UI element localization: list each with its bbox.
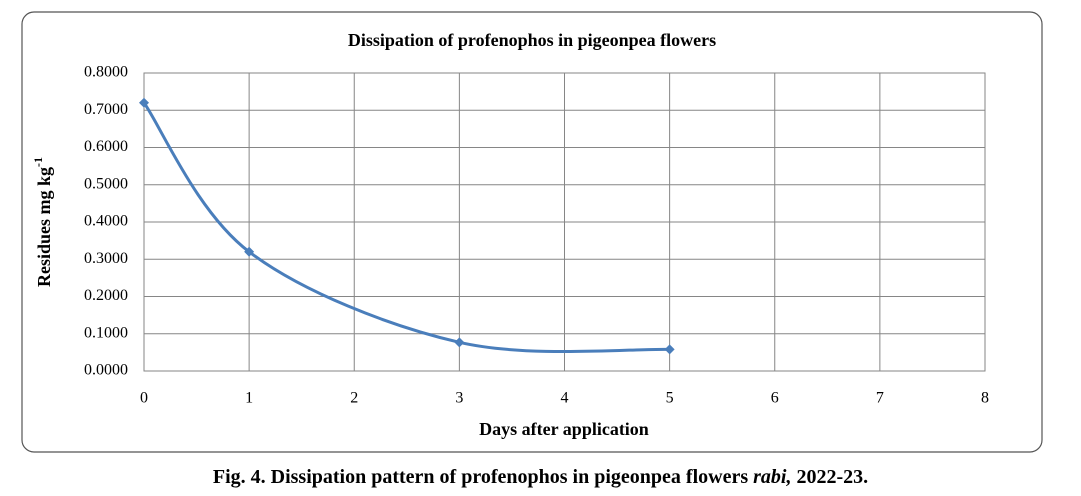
x-tick-label: 1 <box>245 390 253 407</box>
x-tick-label: 2 <box>350 390 358 407</box>
plot-frame <box>143 72 986 372</box>
y-tick-label: 0.1000 <box>84 324 128 341</box>
chart: Dissipation of profenophos in pigeonpea … <box>21 11 1043 453</box>
caption-italic: rabi, <box>753 466 792 488</box>
y-tick-label: 0.4000 <box>84 213 128 230</box>
y-axis-label: Residues mg kg-1 <box>31 157 54 287</box>
y-axis-label-main: Residues mg kg <box>34 167 54 287</box>
x-tick-label: 4 <box>561 390 569 407</box>
chart-frame <box>21 11 1043 453</box>
x-tick-label: 7 <box>876 390 884 407</box>
data-point <box>139 97 149 108</box>
data-point <box>454 337 465 348</box>
caption: Fig. 4. Dissipation pattern of profenoph… <box>0 466 1081 489</box>
caption-main: Fig. 4. Dissipation pattern of profenoph… <box>212 466 749 488</box>
y-tick-label: 0.3000 <box>84 250 128 267</box>
y-tick-label: 0.8000 <box>84 64 128 81</box>
x-tick-label: 3 <box>455 390 463 407</box>
series-line <box>142 101 670 354</box>
data-point <box>664 344 675 355</box>
x-tick-label: 0 <box>140 390 148 407</box>
y-tick-label: 0.6000 <box>84 138 128 155</box>
y-tick-label: 0.5000 <box>84 175 128 192</box>
chart-title: Dissipation of profenophos in pigeonpea … <box>348 30 716 50</box>
x-tick-label: 8 <box>981 390 989 407</box>
y-tick-label: 0.2000 <box>84 287 128 304</box>
y-tick-label: 0.0000 <box>84 362 128 379</box>
y-tick-label: 0.7000 <box>84 101 128 118</box>
x-axis-label: Days after application <box>479 419 649 439</box>
x-tick-label: 5 <box>666 390 674 407</box>
caption-tail: 2022-23. <box>796 466 869 488</box>
x-tick-label: 6 <box>771 390 779 407</box>
data-point <box>244 246 255 257</box>
y-axis-label-sup: -1 <box>31 157 45 167</box>
